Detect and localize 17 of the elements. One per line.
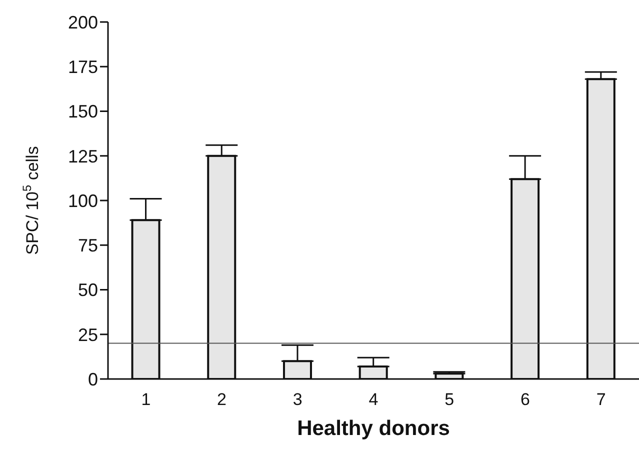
x-tick-label: 2 [217,390,227,410]
x-tick-label: 7 [596,390,606,410]
y-tick-label: 25 [78,324,98,345]
x-tick-label: 6 [520,390,530,410]
x-tick-label: 4 [368,390,378,410]
y-tick-label: 0 [88,369,98,390]
y-tick-label: 150 [68,102,98,122]
y-tick-label: 125 [68,146,98,166]
y-tick-label: 175 [68,57,98,78]
y-tick-label: 75 [78,236,98,256]
x-axis-title: Healthy donors [297,417,450,440]
y-tick-label: 100 [68,190,98,211]
y-tick-label: 50 [78,280,98,300]
y-tick-label: 200 [68,12,98,32]
x-tick-label: 3 [292,390,302,410]
x-tick-label: 1 [141,390,151,410]
x-tick-label: 5 [444,390,454,410]
